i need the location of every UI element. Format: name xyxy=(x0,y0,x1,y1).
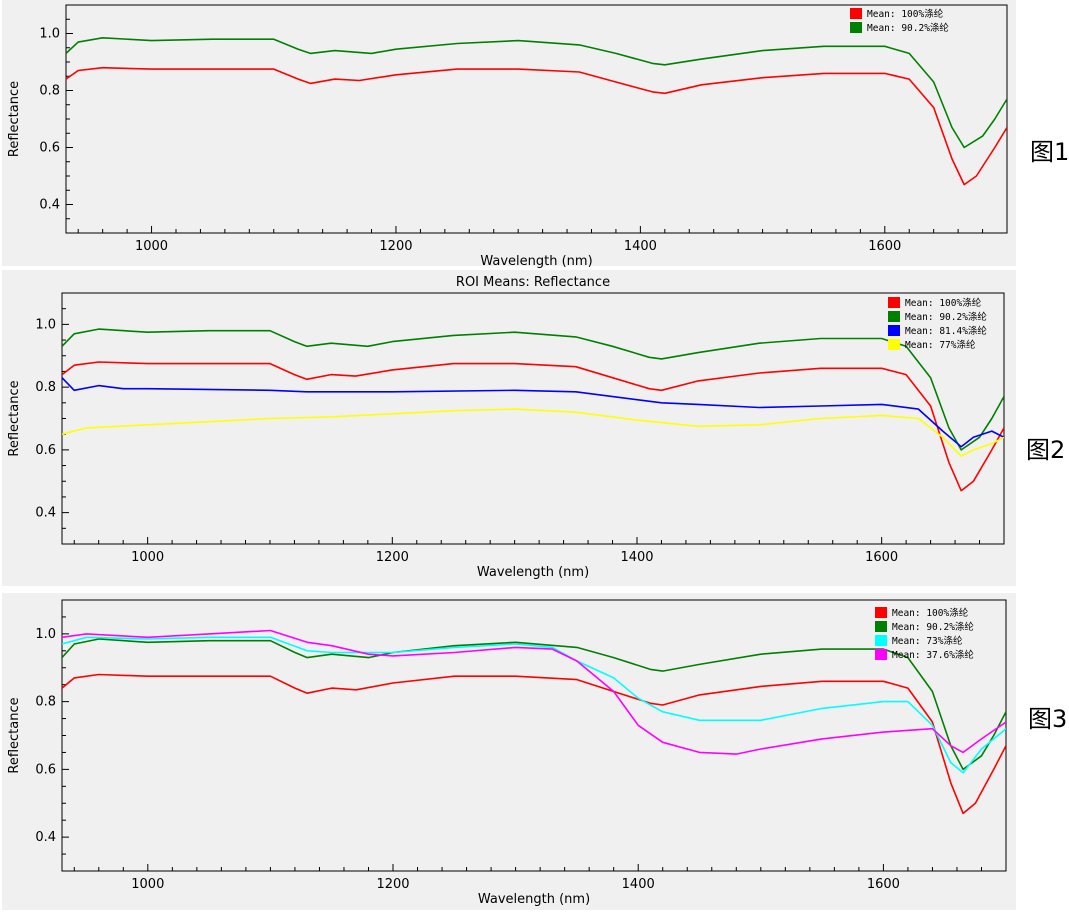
figure-label: 图3 xyxy=(1028,705,1067,733)
legend-label: Mean: 100%涤纶 xyxy=(867,8,944,20)
legend-label: Mean: 37.6%涤纶 xyxy=(892,649,974,661)
x-tick-label: 1600 xyxy=(868,239,901,254)
series-line-4 xyxy=(62,629,1006,755)
legend-swatch xyxy=(888,339,900,350)
y-tick-label: 0.4 xyxy=(35,830,56,845)
series-line-3 xyxy=(62,636,1006,774)
x-tick-label: 1000 xyxy=(135,239,168,254)
legend-label: Mean: 100%涤纶 xyxy=(892,607,969,619)
legend: Mean: 100%涤纶 Mean: 90.2%涤纶 Mean: 81.4%涤纶 Me… xyxy=(888,297,987,351)
y-tick-label: 0.6 xyxy=(35,443,56,458)
x-tick-label: 1600 xyxy=(865,550,898,565)
x-tick-label: 1400 xyxy=(622,877,655,892)
series-line-2 xyxy=(66,37,1007,149)
y-axis-title: Reflectance xyxy=(7,81,22,157)
legend-swatch xyxy=(888,311,900,322)
y-axis-title: Reflectance xyxy=(7,380,22,456)
series-line-1 xyxy=(66,66,1007,186)
legend-swatch xyxy=(850,22,862,33)
series-group xyxy=(66,37,1007,186)
x-axis-title: Wavelength (nm) xyxy=(478,892,590,907)
chart-panel-2: 1000 1200 1400 1600 0.4 0.6 0.8 1.0 Wavelength (… xyxy=(2,270,1016,586)
legend-swatch xyxy=(875,621,887,632)
x-tick-label: 1000 xyxy=(131,877,164,892)
y-tick-label: 1.0 xyxy=(39,27,60,42)
y-tick-label: 0.6 xyxy=(35,762,56,777)
y-tick-label: 0.4 xyxy=(35,506,56,521)
legend-label: Mean: 73%涤纶 xyxy=(892,635,963,647)
figure-label: 图1 xyxy=(1030,138,1069,166)
series-line-4 xyxy=(62,408,1004,457)
x-tick-label: 1000 xyxy=(131,550,164,565)
plot-area xyxy=(65,4,1008,234)
series-line-2 xyxy=(62,328,1004,451)
legend: Mean: 100%涤纶 Mean: 90.2%涤纶 Mean: 73%涤纶 Mean… xyxy=(875,607,974,661)
legend-label: Mean: 77%涤纶 xyxy=(905,339,976,351)
x-tick-label: 1400 xyxy=(624,239,657,254)
figure-label: 图2 xyxy=(1026,436,1065,464)
x-axis-title: Wavelength (nm) xyxy=(480,254,592,269)
y-tick-label: 1.0 xyxy=(35,627,56,642)
y-axis-title: Reflectance xyxy=(7,697,22,773)
x-tick-label: 1600 xyxy=(867,877,900,892)
chart-panel-1: 1000 1200 1400 1600 0.4 0.6 0.8 1.0 Wavelength (… xyxy=(2,0,1016,269)
y-tick-label: 0.8 xyxy=(39,84,60,99)
legend-label: Mean: 100%涤纶 xyxy=(905,297,982,309)
legend-swatch xyxy=(875,649,887,660)
legend-label: Mean: 90.2%涤纶 xyxy=(892,621,974,633)
y-tick-label: 1.0 xyxy=(35,317,56,332)
x-tick-label: 1200 xyxy=(376,877,409,892)
legend-swatch xyxy=(875,635,887,646)
y-tick-label: 0.6 xyxy=(39,141,60,156)
series-line-3 xyxy=(62,377,1004,448)
legend-label: Mean: 81.4%涤纶 xyxy=(905,325,987,337)
series-line-2 xyxy=(62,638,1006,771)
chart-panel-3: 1000 1200 1400 1600 0.4 0.6 0.8 1.0 Wavelength (… xyxy=(2,593,1016,910)
legend-label: Mean: 90.2%涤纶 xyxy=(867,22,949,34)
legend-swatch xyxy=(888,325,900,336)
legend-swatch xyxy=(888,297,900,308)
x-tick-label: 1200 xyxy=(379,239,412,254)
series-group xyxy=(62,328,1004,492)
y-tick-label: 0.8 xyxy=(35,380,56,395)
legend-swatch xyxy=(875,607,887,618)
legend-label: Mean: 90.2%涤纶 xyxy=(905,311,987,323)
legend: Mean: 100%涤纶 Mean: 90.2%涤纶 xyxy=(850,8,949,34)
chart-title: ROI Means: Reflectance xyxy=(456,275,610,290)
x-axis-title: Wavelength (nm) xyxy=(477,565,589,580)
x-tick-label: 1200 xyxy=(376,550,409,565)
series-group xyxy=(62,629,1006,815)
x-tick-label: 1400 xyxy=(620,550,653,565)
legend-swatch xyxy=(850,8,862,19)
series-line-1 xyxy=(62,673,1006,815)
y-tick-label: 0.8 xyxy=(35,695,56,710)
y-tick-label: 0.4 xyxy=(39,198,60,213)
